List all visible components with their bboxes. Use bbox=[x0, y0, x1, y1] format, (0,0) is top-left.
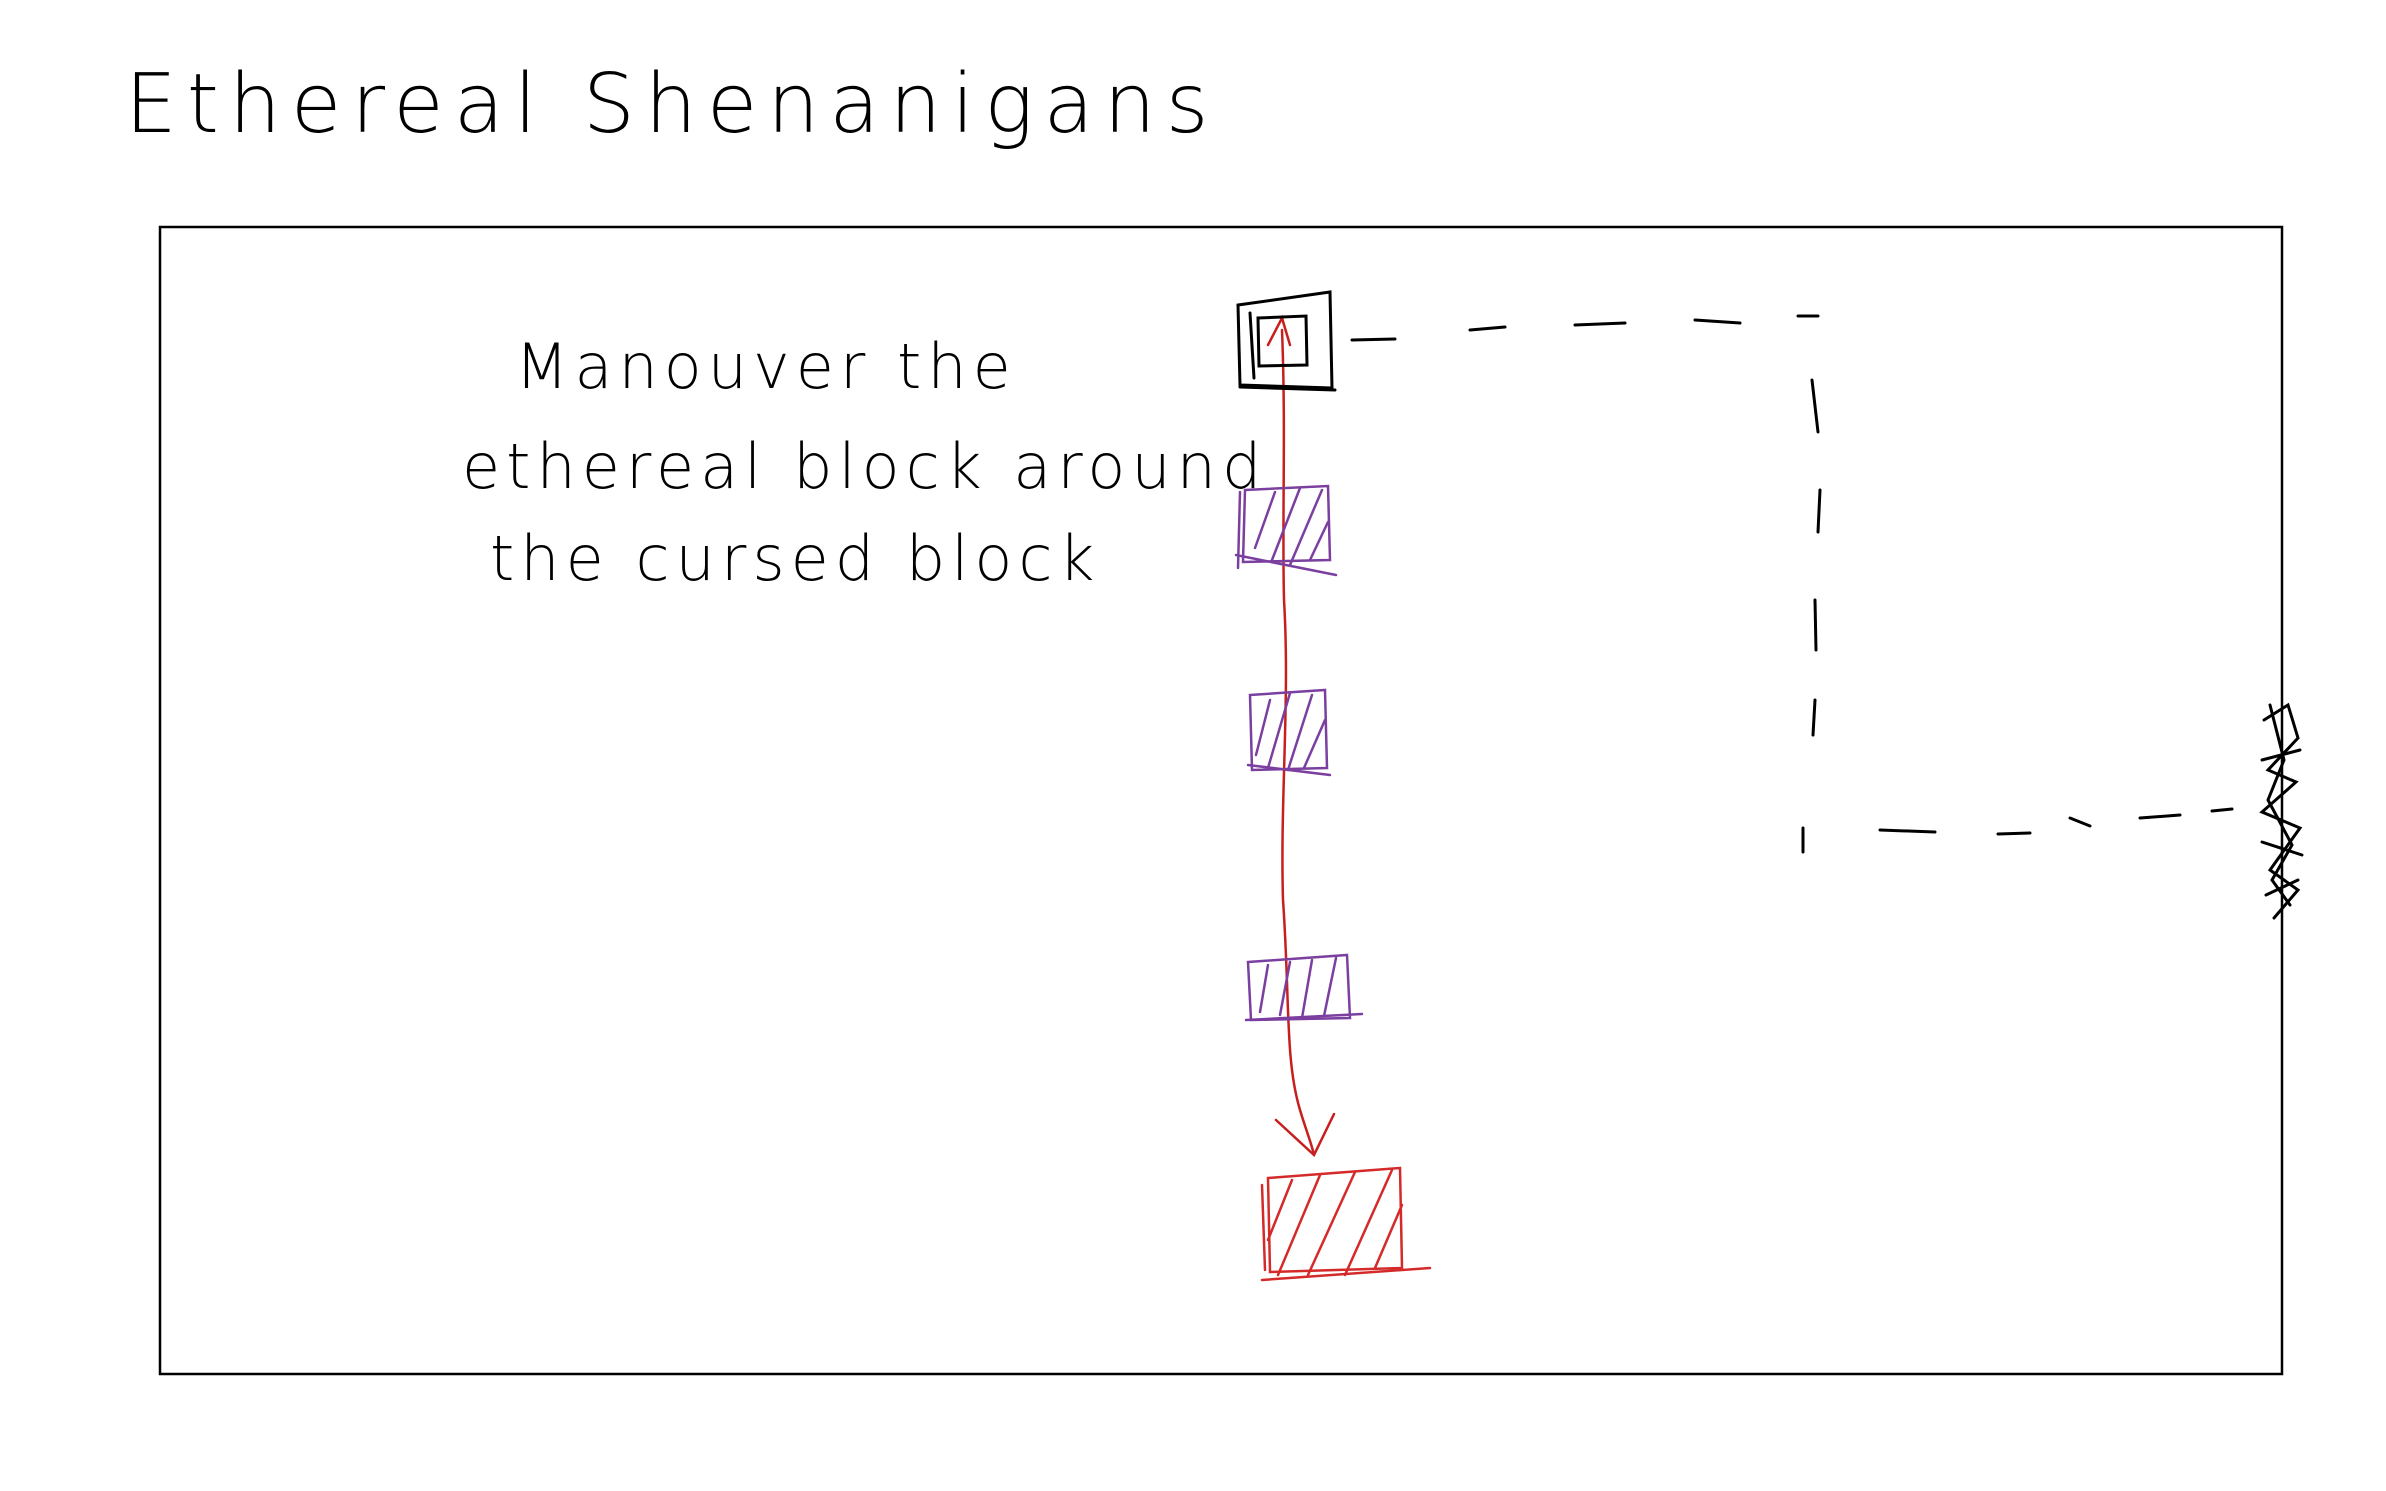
cursed-block bbox=[1260, 1166, 1432, 1282]
platform bbox=[1246, 688, 1332, 777]
goal-marker bbox=[2259, 702, 2304, 920]
ethereal-block bbox=[1236, 290, 1337, 392]
platform bbox=[1234, 484, 1338, 577]
instruction-line-2: ethereal block around bbox=[462, 430, 1267, 503]
instruction-line-3: the cursed block bbox=[490, 522, 1100, 595]
instruction-line-1: Manouver the bbox=[515, 330, 1017, 403]
dashed-route bbox=[1350, 314, 2234, 854]
platform bbox=[1244, 953, 1364, 1022]
play-area bbox=[158, 225, 2284, 1376]
page-title: Ethereal Shenanigans bbox=[125, 57, 1218, 152]
instruction-note: Manouver the ethereal block around the c… bbox=[462, 330, 1267, 595]
